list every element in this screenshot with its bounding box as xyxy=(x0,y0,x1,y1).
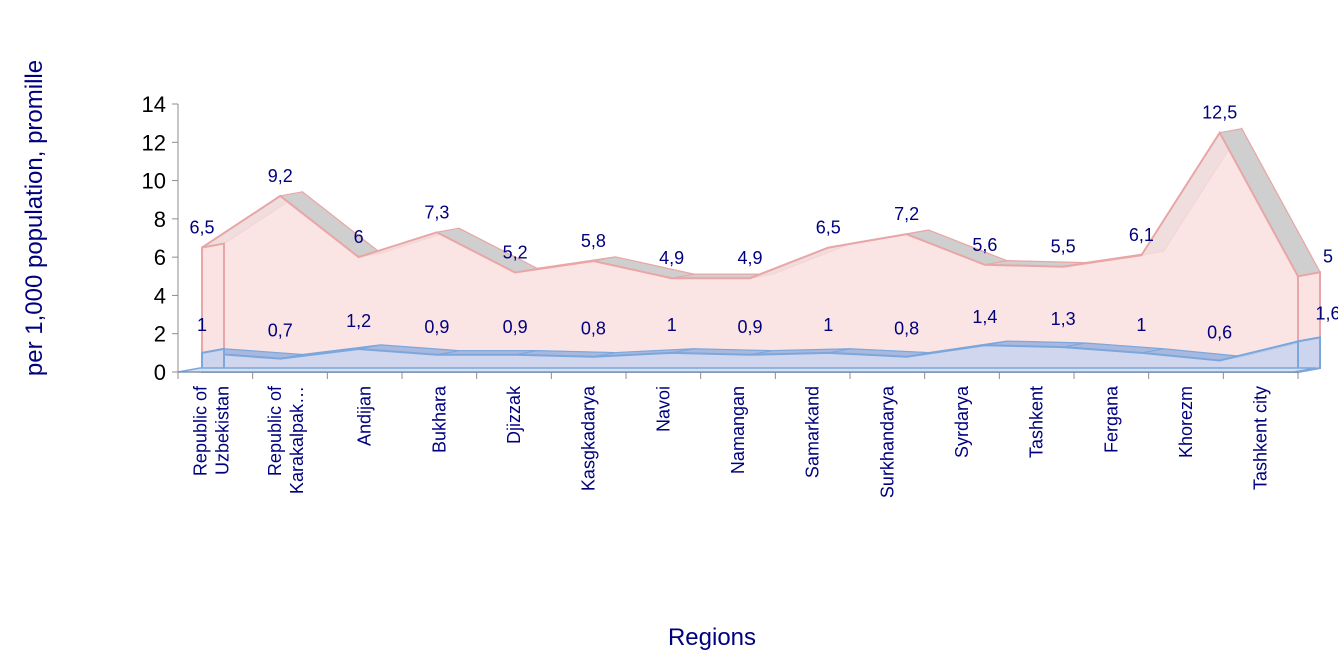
x-tick-label: Surkhandarya xyxy=(877,385,897,498)
data-label: 6,1 xyxy=(1129,225,1154,245)
y-tick-label: 14 xyxy=(142,92,166,117)
data-label: 0,9 xyxy=(503,317,528,337)
data-label: 0,8 xyxy=(581,319,606,339)
x-tick-label: Tashkent xyxy=(1027,386,1047,458)
y-tick-label: 8 xyxy=(154,207,166,232)
data-label: 1,6 xyxy=(1315,303,1338,323)
series-areas xyxy=(201,127,1321,374)
x-tick-label: Navoi xyxy=(653,386,673,432)
data-label: 1 xyxy=(197,315,207,335)
data-label: 5,5 xyxy=(1051,237,1076,257)
x-axis-title: Regions xyxy=(668,624,756,651)
data-label: 0,8 xyxy=(894,319,919,339)
y-tick-label: 10 xyxy=(142,169,166,194)
y-tick-label: 0 xyxy=(154,360,166,385)
series-2-front-face xyxy=(201,340,1299,373)
x-tick-label: Khorezm xyxy=(1176,386,1196,458)
axes: 0 2 4 6 8 10 12 14 Republic of Uzbekistan Republic… xyxy=(142,92,1317,498)
x-tick-label: Samarkand xyxy=(803,386,823,478)
data-label: 5 xyxy=(1323,246,1333,266)
x-tick-label: Fergana xyxy=(1101,385,1121,453)
series-2 xyxy=(201,336,1321,374)
x-tick-label: Bukhara xyxy=(429,385,449,453)
y-tick-label: 4 xyxy=(154,283,166,308)
data-label: 7,3 xyxy=(424,202,449,222)
data-label: 0,6 xyxy=(1207,323,1232,343)
data-label: 0,9 xyxy=(424,317,449,337)
x-tick-label: Andijan xyxy=(355,386,375,446)
data-label: 5,2 xyxy=(503,243,528,263)
data-label: 7,2 xyxy=(894,204,919,224)
y-tick-label: 2 xyxy=(154,322,166,347)
y-axis-title: per 1,000 population, promille xyxy=(21,60,48,376)
data-label: 5,6 xyxy=(972,235,997,255)
series-1-front-face xyxy=(201,130,1299,373)
data-label: 5,8 xyxy=(581,231,606,251)
data-label: 1,2 xyxy=(346,311,371,331)
data-label: 4,9 xyxy=(659,248,684,268)
data-label: 0,9 xyxy=(737,317,762,337)
x-tick-label: Republic of Karakalpak… xyxy=(265,385,307,494)
data-label: 6 xyxy=(354,227,364,247)
series-1 xyxy=(201,127,1321,374)
data-labels: 6,5 9,2 6 7,3 5,2 5,8 4,9 4,9 6,5 7,2 5,6 5,5 6,1 12,… xyxy=(189,103,1338,343)
floor xyxy=(177,367,1317,373)
x-tick-label: Republic of Uzbekistan xyxy=(190,385,232,476)
x-tick-label: Namangan xyxy=(728,386,748,474)
data-label: 1 xyxy=(1136,315,1146,335)
y-tick-label: 6 xyxy=(154,245,166,270)
x-tick-label: Djizzak xyxy=(504,385,524,444)
data-label: 4,9 xyxy=(737,248,762,268)
data-label: 1 xyxy=(823,315,833,335)
data-label: 1,4 xyxy=(972,307,997,327)
y-tick-label: 12 xyxy=(142,130,166,155)
series-2-right-wall xyxy=(1297,336,1321,374)
data-label: 1,3 xyxy=(1051,309,1076,329)
data-label: 6,5 xyxy=(816,218,841,238)
data-label: 0,7 xyxy=(268,321,293,341)
data-label: 9,2 xyxy=(268,166,293,186)
data-label: 1 xyxy=(667,315,677,335)
data-label: 12,5 xyxy=(1202,103,1237,123)
x-tick-label: Kasgkadarya xyxy=(579,385,599,491)
data-label: 6,5 xyxy=(189,218,214,238)
x-tick-label: Syrdarya xyxy=(952,385,972,458)
x-tick-label: Tashkent city xyxy=(1251,386,1271,490)
